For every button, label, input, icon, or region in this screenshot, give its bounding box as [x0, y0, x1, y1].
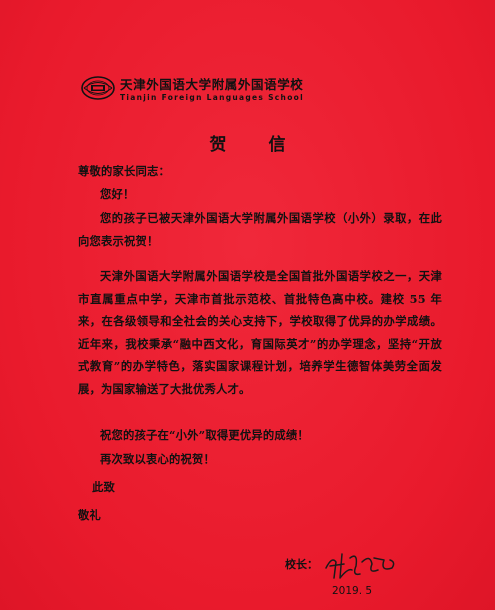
letter-date: 2019. 5: [332, 585, 373, 597]
salutation: 尊敬的家长同志：: [78, 164, 170, 178]
greeting: 您好！: [100, 187, 135, 201]
school-emblem-icon: [81, 76, 115, 100]
school-name-cn: 天津外国语大学附属外国语学校: [120, 77, 304, 92]
principal-signature: [325, 553, 395, 579]
paragraph-school-intro-text: 天津外国语大学附属外国语学校是全国首批外国语学校之一，天津市直属重点中学，天津市…: [78, 269, 442, 396]
letter-title: 贺 信: [209, 135, 304, 155]
paragraph-school-intro: 天津外国语大学附属外国语学校是全国首批外国语学校之一，天津市直属重点中学，天津市…: [78, 265, 442, 400]
paragraph-admission-text: 您的孩子已被天津外国语大学附属外国语学校（小外）录取，在此向您表示祝贺！: [78, 211, 442, 248]
school-name-en: Tianjin Foreign Languages School: [120, 93, 304, 102]
letterhead: 天津外国语大学附属外国语学校 Tianjin Foreign Languages…: [80, 72, 380, 112]
wish-line-1: 祝您的孩子在“小外”取得更优异的成绩！: [100, 428, 309, 442]
closing-cizhi: 此致: [92, 480, 115, 494]
paragraph-admission: 您的孩子已被天津外国语大学附属外国语学校（小外）录取，在此向您表示祝贺！: [78, 207, 442, 252]
closing-jingli: 敬礼: [78, 508, 101, 522]
wish-line-2: 再次致以衷心的祝贺！: [100, 452, 215, 466]
principal-label: 校长：: [285, 558, 318, 571]
